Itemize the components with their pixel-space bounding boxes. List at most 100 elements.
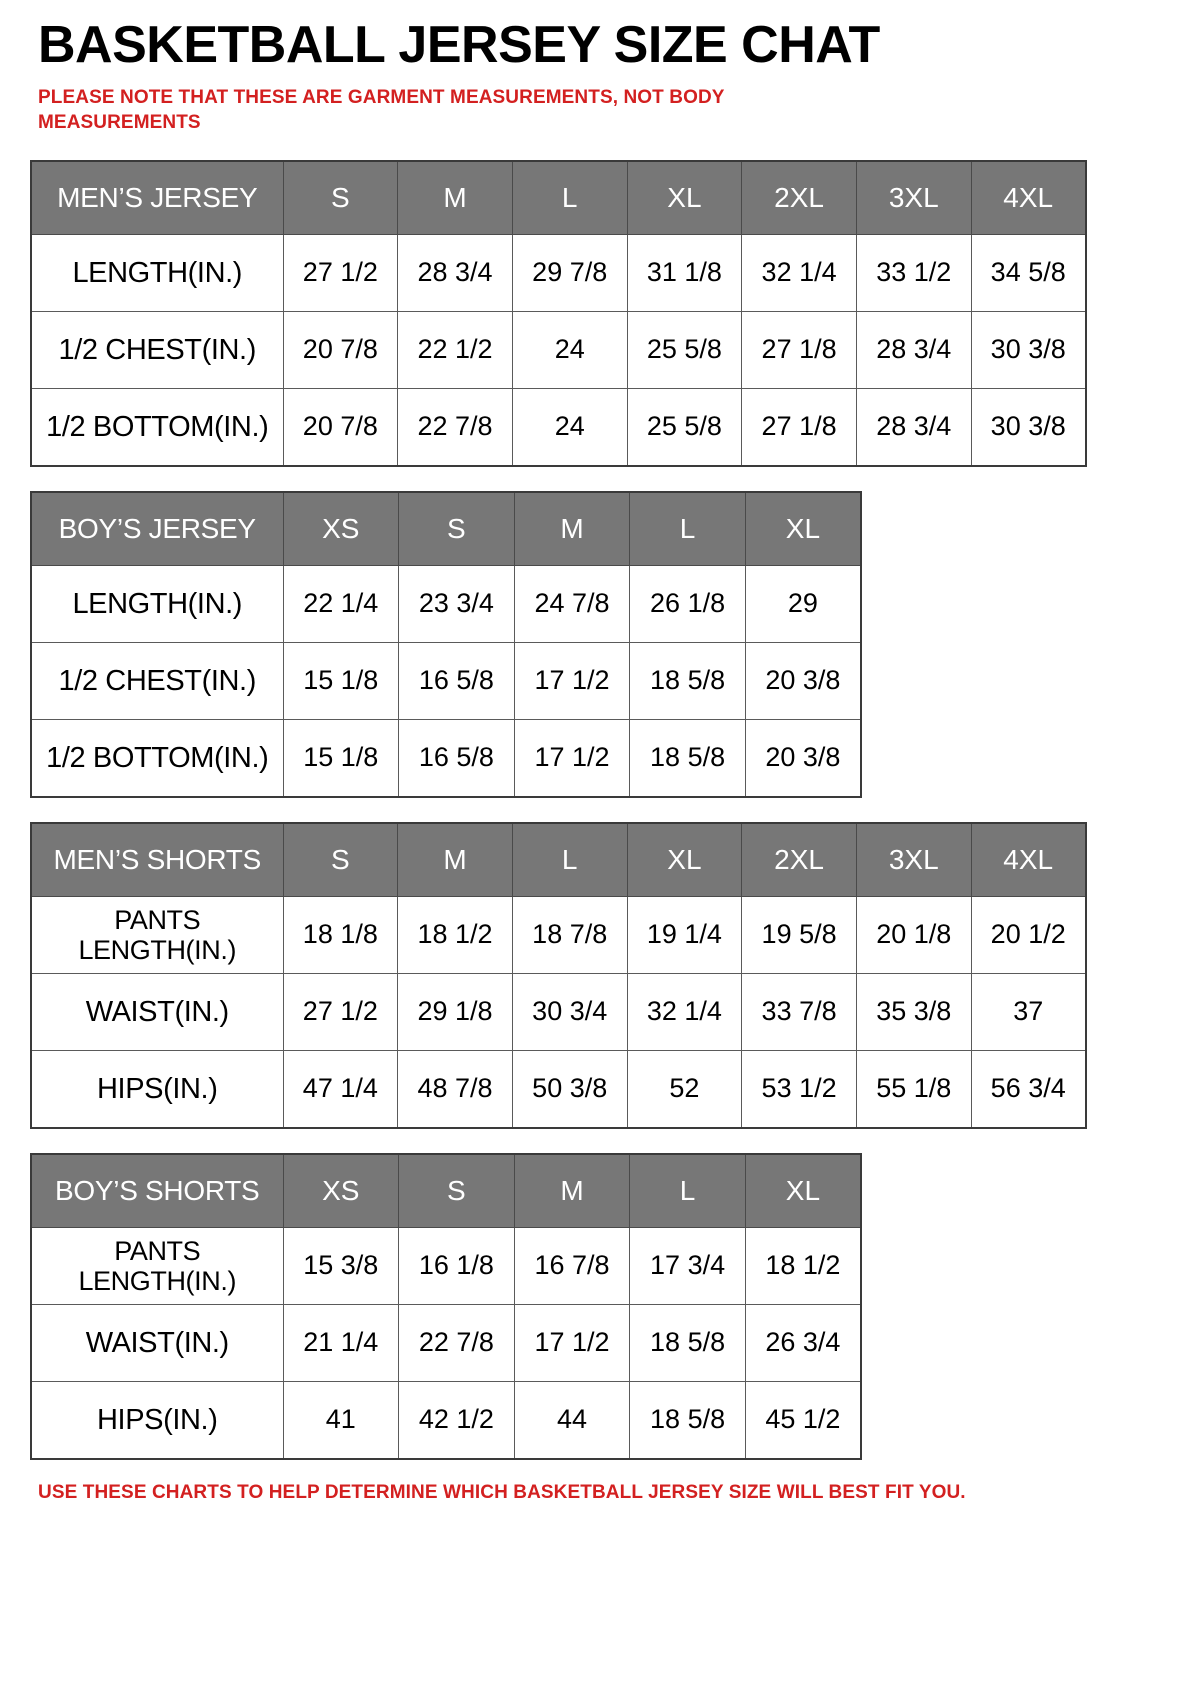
measurement-cell: 31 1/8 bbox=[626, 233, 743, 312]
size-column-header: L bbox=[629, 491, 746, 566]
measurement-cell: 29 1/8 bbox=[397, 972, 513, 1051]
measurement-cell: 37 bbox=[970, 972, 1087, 1051]
size-tables-container: MEN’S JERSEY S M L XL 2XL 3XL 4XL LENGTH(IN.) 27 … bbox=[30, 159, 1170, 1460]
measurement-cell: 30 3/8 bbox=[970, 387, 1087, 467]
measurement-cell: 20 3/8 bbox=[744, 641, 862, 720]
size-column-header: L bbox=[511, 160, 628, 235]
measurement-cell: 16 7/8 bbox=[513, 1226, 631, 1305]
measurement-cell: 27 1/2 bbox=[282, 233, 399, 312]
measurement-cell: 24 bbox=[511, 387, 628, 467]
size-table-boys-jersey: BOY’S JERSEY XS S M L XL LENGTH(IN.) 22 1/4 23 3… bbox=[30, 490, 862, 798]
table-corner-label: BOY’S SHORTS bbox=[30, 1153, 284, 1228]
size-table-mens-jersey: MEN’S JERSEY S M L XL 2XL 3XL 4XL LENGTH(IN.) 27 … bbox=[30, 159, 1087, 467]
measurement-cell: 52 bbox=[626, 1049, 743, 1129]
table-row: 1/2 BOTTOM(IN.) 20 7/8 22 7/8 24 25 5/8 27 1/… bbox=[30, 387, 1087, 467]
measurement-cell: 17 1/2 bbox=[513, 641, 631, 720]
table-corner-label: BOY’S JERSEY bbox=[30, 491, 284, 566]
measurement-cell: 20 1/8 bbox=[855, 895, 972, 974]
size-column-header: M bbox=[397, 160, 513, 235]
size-column-header: M bbox=[513, 1153, 631, 1228]
table-corner-label: MEN’S SHORTS bbox=[30, 822, 284, 897]
table-header-row: MEN’S SHORTS S M L XL 2XL 3XL 4XL bbox=[30, 822, 1087, 897]
measurement-row-label: HIPS(IN.) bbox=[30, 1049, 284, 1129]
measurement-cell: 33 7/8 bbox=[741, 972, 857, 1051]
measurement-cell: 55 1/8 bbox=[855, 1049, 972, 1129]
measurement-cell: 30 3/4 bbox=[511, 972, 628, 1051]
measurement-cell: 28 3/4 bbox=[855, 310, 972, 389]
table-row: LENGTH(IN.) 22 1/4 23 3/4 24 7/8 26 1/8 29 bbox=[30, 564, 862, 643]
measurement-cell: 18 1/2 bbox=[397, 895, 513, 974]
size-column-header: 2XL bbox=[741, 160, 857, 235]
measurement-cell: 53 1/2 bbox=[741, 1049, 857, 1129]
size-column-header: M bbox=[513, 491, 631, 566]
measurement-cell: 15 3/8 bbox=[282, 1226, 400, 1305]
measurement-row-label: 1/2 BOTTOM(IN.) bbox=[30, 387, 284, 467]
measurement-cell: 30 3/8 bbox=[970, 310, 1087, 389]
measurement-row-label: HIPS(IN.) bbox=[30, 1380, 284, 1460]
size-column-header: XL bbox=[626, 822, 743, 897]
size-column-header: XS bbox=[282, 491, 400, 566]
measurement-cell: 23 3/4 bbox=[398, 564, 515, 643]
measurement-cell: 27 1/8 bbox=[741, 387, 857, 467]
size-column-header: L bbox=[511, 822, 628, 897]
measurement-cell: 25 5/8 bbox=[626, 310, 743, 389]
measurement-row-label: WAIST(IN.) bbox=[30, 972, 284, 1051]
measurement-cell: 56 3/4 bbox=[970, 1049, 1087, 1129]
measurement-cell: 28 3/4 bbox=[855, 387, 972, 467]
size-column-header: S bbox=[398, 491, 515, 566]
measurement-cell: 32 1/4 bbox=[626, 972, 743, 1051]
size-column-header: S bbox=[398, 1153, 515, 1228]
measurement-cell: 17 1/2 bbox=[513, 718, 631, 798]
measurement-cell: 18 1/8 bbox=[282, 895, 399, 974]
measurement-row-label: PANTS LENGTH(IN.) bbox=[30, 1226, 284, 1305]
table-row: HIPS(IN.) 41 42 1/2 44 18 5/8 45 1/2 bbox=[30, 1380, 862, 1460]
size-table-mens-shorts: MEN’S SHORTS S M L XL 2XL 3XL 4XL PANTS LENGTH(IN… bbox=[30, 821, 1087, 1129]
measurement-cell: 32 1/4 bbox=[741, 233, 857, 312]
table-row: 1/2 CHEST(IN.) 20 7/8 22 1/2 24 25 5/8 27 1/8… bbox=[30, 310, 1087, 389]
measurement-cell: 18 7/8 bbox=[511, 895, 628, 974]
measurement-cell: 15 1/8 bbox=[282, 641, 400, 720]
measurement-cell: 45 1/2 bbox=[744, 1380, 862, 1460]
size-column-header: 3XL bbox=[855, 822, 972, 897]
measurement-cell: 17 1/2 bbox=[513, 1303, 631, 1382]
measurement-cell: 27 1/8 bbox=[741, 310, 857, 389]
measurement-cell: 27 1/2 bbox=[282, 972, 399, 1051]
measurement-cell: 44 bbox=[513, 1380, 631, 1460]
measurement-cell: 26 3/4 bbox=[744, 1303, 862, 1382]
measurement-cell: 20 7/8 bbox=[282, 387, 399, 467]
measurement-cell: 19 5/8 bbox=[741, 895, 857, 974]
size-column-header: L bbox=[629, 1153, 746, 1228]
size-chart-page: BASKETBALL JERSEY SIZE CHAT PLEASE NOTE … bbox=[0, 18, 1200, 1697]
table-header-row: MEN’S JERSEY S M L XL 2XL 3XL 4XL bbox=[30, 160, 1087, 235]
measurement-cell: 20 1/2 bbox=[970, 895, 1087, 974]
measurement-cell: 29 7/8 bbox=[511, 233, 628, 312]
size-column-header: M bbox=[397, 822, 513, 897]
table-row: PANTS LENGTH(IN.) 18 1/8 18 1/2 18 7/8 19 1/4… bbox=[30, 895, 1087, 974]
measurement-cell: 47 1/4 bbox=[282, 1049, 399, 1129]
table-header-row: BOY’S SHORTS XS S M L XL bbox=[30, 1153, 862, 1228]
measurement-cell: 18 5/8 bbox=[629, 641, 746, 720]
measurement-cell: 17 3/4 bbox=[629, 1226, 746, 1305]
measurement-cell: 26 1/8 bbox=[629, 564, 746, 643]
measurement-cell: 24 7/8 bbox=[513, 564, 631, 643]
measurement-cell: 22 7/8 bbox=[398, 1303, 515, 1382]
measurement-cell: 15 1/8 bbox=[282, 718, 400, 798]
table-row: 1/2 BOTTOM(IN.) 15 1/8 16 5/8 17 1/2 18 5/8 2… bbox=[30, 718, 862, 798]
size-table-boys-shorts: BOY’S SHORTS XS S M L XL PANTS LENGTH(IN.) 15 3/… bbox=[30, 1152, 862, 1460]
measurement-row-label: 1/2 CHEST(IN.) bbox=[30, 641, 284, 720]
size-column-header: XL bbox=[744, 1153, 862, 1228]
measurement-cell: 34 5/8 bbox=[970, 233, 1087, 312]
measurement-cell: 22 1/4 bbox=[282, 564, 400, 643]
footer-note: USE THESE CHARTS TO HELP DETERMINE WHICH… bbox=[38, 1481, 966, 1503]
size-column-header: XL bbox=[626, 160, 743, 235]
measurement-cell: 18 5/8 bbox=[629, 1380, 746, 1460]
table-row: 1/2 CHEST(IN.) 15 1/8 16 5/8 17 1/2 18 5/8 20… bbox=[30, 641, 862, 720]
table-row: WAIST(IN.) 21 1/4 22 7/8 17 1/2 18 5/8 26 3/4 bbox=[30, 1303, 862, 1382]
table-corner-label: MEN’S JERSEY bbox=[30, 160, 284, 235]
measurement-cell: 50 3/8 bbox=[511, 1049, 628, 1129]
measurement-row-label: 1/2 CHEST(IN.) bbox=[30, 310, 284, 389]
size-column-header: 4XL bbox=[970, 822, 1087, 897]
table-row: PANTS LENGTH(IN.) 15 3/8 16 1/8 16 7/8 17 3/4… bbox=[30, 1226, 862, 1305]
measurement-row-label: 1/2 BOTTOM(IN.) bbox=[30, 718, 284, 798]
measurement-cell: 16 5/8 bbox=[398, 641, 515, 720]
